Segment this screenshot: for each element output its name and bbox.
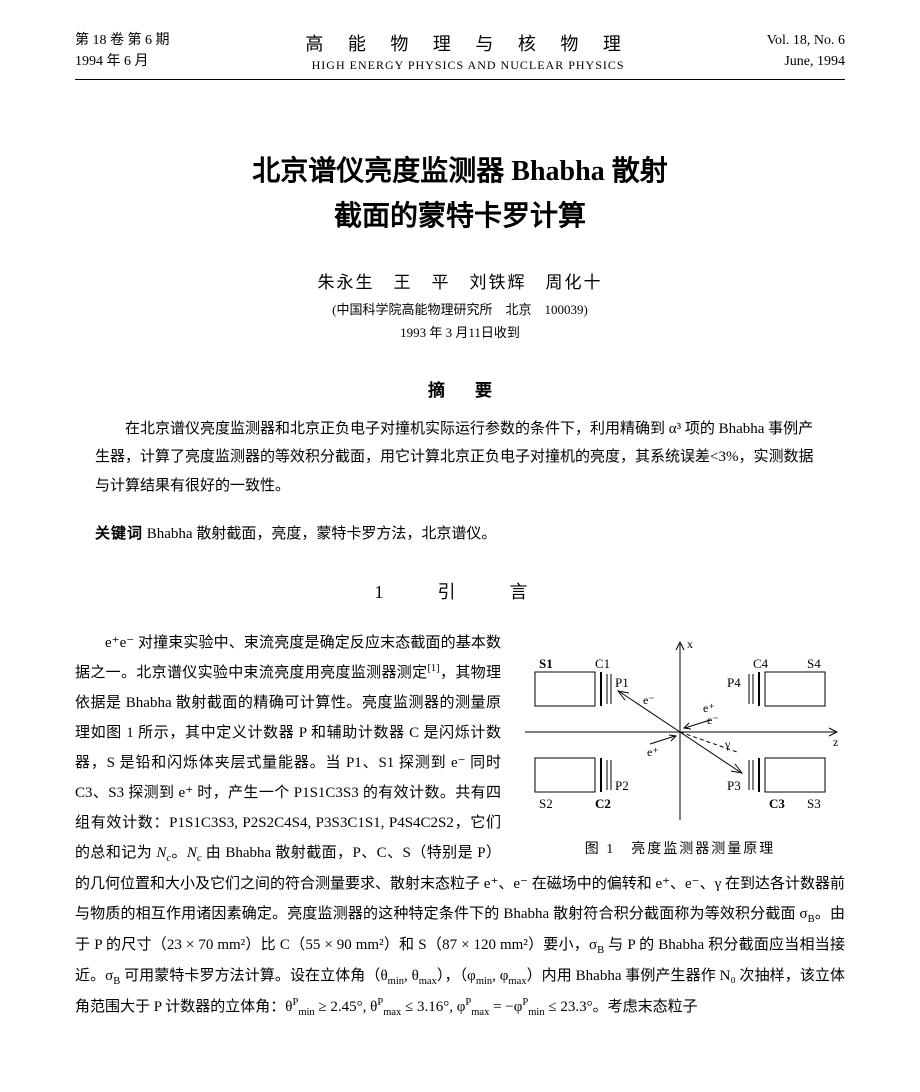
- figure-1: x z S1 C1 P1 S2 C2 P2 P4 C4 S4: [515, 632, 845, 858]
- body-wrap: x z S1 C1 P1 S2 C2 P2 P4 C4 S4: [75, 628, 845, 1023]
- label-eplus-top: e⁺: [703, 701, 715, 715]
- keywords-label: 关键词: [95, 526, 143, 542]
- label-c4: C4: [753, 656, 769, 671]
- volume-issue-en: Vol. 18, No. 6: [767, 30, 845, 51]
- axis-z-label: z: [833, 735, 838, 749]
- keywords: 关键词 Bhabha 散射截面，亮度，蒙特卡罗方法，北京谱仪。: [75, 522, 845, 543]
- figure-1-caption: 图 1 亮度监测器测量原理: [515, 838, 845, 858]
- label-s1: S1: [539, 656, 553, 671]
- label-c1: C1: [595, 656, 610, 671]
- received-date: 1993 年 3 月11日收到: [75, 322, 845, 341]
- date-en: June, 1994: [767, 51, 845, 72]
- authors: 朱永生 王 平 刘铁辉 周化十: [75, 268, 845, 293]
- figure-1-svg: x z S1 C1 P1 S2 C2 P2 P4 C4 S4: [515, 632, 845, 832]
- label-c2: C2: [595, 796, 611, 811]
- label-c3: C3: [769, 796, 785, 811]
- label-p2: P2: [615, 778, 629, 793]
- header-center: 高 能 物 理 与 核 物 理 HIGH ENERGY PHYSICS AND …: [170, 30, 767, 73]
- section-1-title: 1 引 言: [75, 578, 845, 604]
- label-s2: S2: [539, 796, 553, 811]
- title-line-1: 北京谱仪亮度监测器 Bhabha 散射: [75, 150, 845, 195]
- header-right: Vol. 18, No. 6 June, 1994: [767, 30, 845, 72]
- axis-x-label: x: [687, 637, 693, 651]
- abstract-heading: 摘要: [75, 376, 845, 401]
- keywords-text: Bhabha 散射截面，亮度，蒙特卡罗方法，北京谱仪。: [147, 526, 497, 542]
- date-cn: 1994 年 6 月: [75, 51, 170, 72]
- paper-title: 北京谱仪亮度监测器 Bhabha 散射 截面的蒙特卡罗计算: [75, 150, 845, 240]
- label-eplus-bot: e⁺: [647, 745, 659, 759]
- label-eminus-top: e⁻: [643, 693, 655, 707]
- journal-name-en: HIGH ENERGY PHYSICS AND NUCLEAR PHYSICS: [170, 58, 767, 73]
- label-s3: S3: [807, 796, 821, 811]
- label-p4: P4: [727, 675, 741, 690]
- abstract-body: 在北京谱仪亮度监测器和北京正负电子对撞机实际运行参数的条件下，利用精确到 α³ …: [75, 415, 845, 501]
- journal-header: 第 18 卷 第 6 期 1994 年 6 月 高 能 物 理 与 核 物 理 …: [75, 30, 845, 80]
- affiliation: (中国科学院高能物理研究所 北京 100039): [75, 299, 845, 318]
- title-line-2: 截面的蒙特卡罗计算: [75, 195, 845, 240]
- label-gamma: γ: [724, 737, 731, 751]
- volume-issue-cn: 第 18 卷 第 6 期: [75, 30, 170, 51]
- label-s4: S4: [807, 656, 821, 671]
- journal-name-cn: 高 能 物 理 与 核 物 理: [170, 30, 767, 56]
- label-p1: P1: [615, 675, 629, 690]
- label-p3: P3: [727, 778, 741, 793]
- header-left: 第 18 卷 第 6 期 1994 年 6 月: [75, 30, 170, 72]
